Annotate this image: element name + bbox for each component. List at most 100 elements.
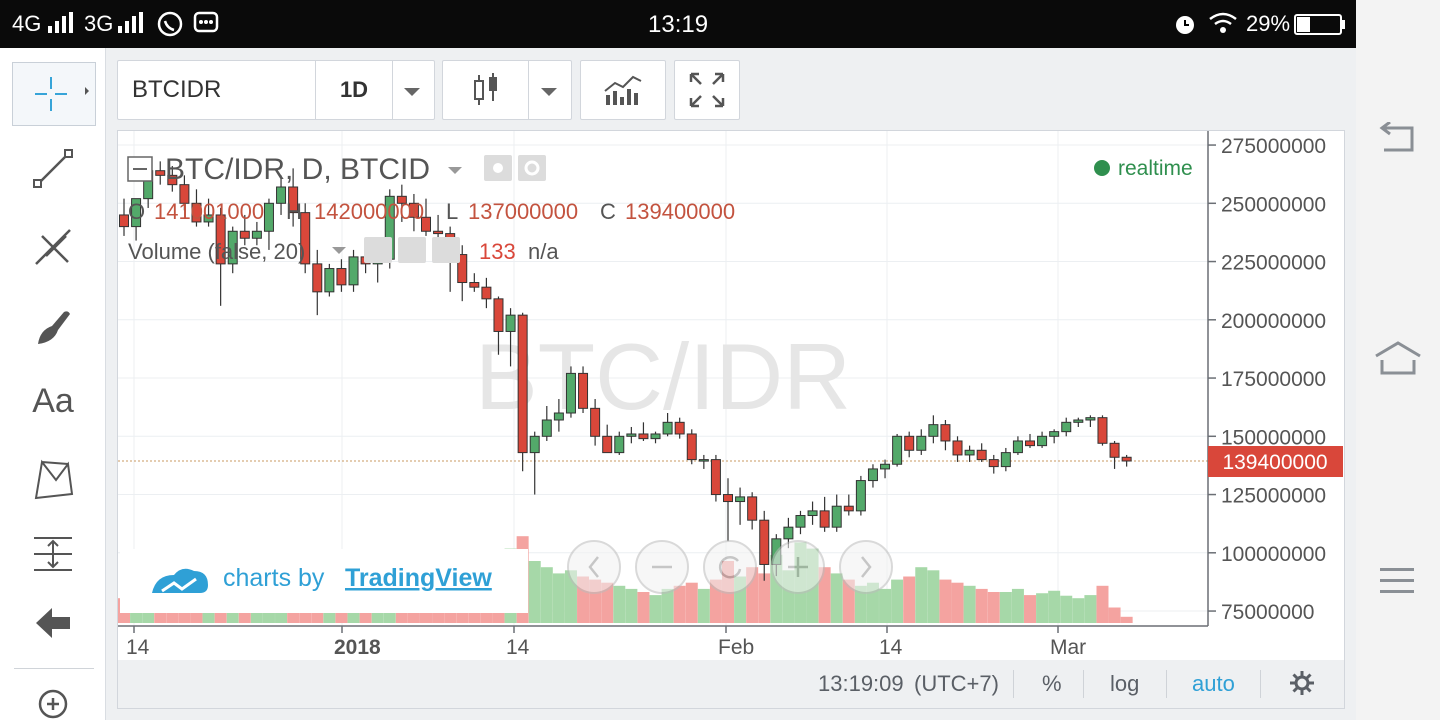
- candle-body: [698, 459, 709, 462]
- brush-tool[interactable]: [12, 294, 94, 356]
- gear-icon[interactable]: [398, 237, 426, 263]
- text-tool[interactable]: Aa: [12, 370, 94, 432]
- chevron-down-icon[interactable]: [332, 247, 346, 254]
- drawing-toolbar: Aa: [0, 48, 106, 720]
- eye-icon[interactable]: [364, 237, 392, 263]
- volume-legend-label: Volume (false, 20): [128, 239, 305, 264]
- reset-button[interactable]: [703, 540, 757, 594]
- time-tick-label: 14: [126, 636, 150, 659]
- candle-body: [795, 515, 806, 528]
- measure-icon: [34, 537, 72, 571]
- pitchfork-tool[interactable]: [12, 216, 94, 278]
- remove-drawings-tool[interactable]: [12, 592, 94, 654]
- crosshair-tool[interactable]: [12, 62, 96, 126]
- interval-dropdown[interactable]: [402, 85, 422, 103]
- candle-body: [348, 256, 359, 286]
- price-chart[interactable]: BTC/IDR 275000000 250000000 225000000 20000…: [108, 120, 1344, 661]
- candle-body: [312, 263, 323, 293]
- fullscreen-icon: [689, 72, 725, 108]
- indicators-button[interactable]: [580, 60, 666, 120]
- volume-bar: [323, 610, 336, 623]
- scroll-left-button[interactable]: [567, 540, 621, 594]
- gear-icon[interactable]: [518, 155, 546, 181]
- close-icon[interactable]: [432, 237, 460, 263]
- volume-bar: [1096, 585, 1109, 623]
- candles-button[interactable]: [471, 71, 501, 114]
- candle-body: [263, 202, 274, 232]
- tradingview-logo-line: [161, 577, 197, 593]
- back-nav-icon[interactable]: [1376, 120, 1420, 161]
- volume-bar: [528, 561, 541, 623]
- volume-bar: [1060, 595, 1073, 623]
- volume-bar: [891, 579, 904, 623]
- menu-nav-icon[interactable]: [1380, 566, 1416, 601]
- volume-bar: [975, 588, 988, 623]
- home-nav-icon[interactable]: [1374, 340, 1422, 381]
- candle-body: [1121, 456, 1132, 462]
- time-tick-label: 14: [879, 636, 903, 659]
- series-title: BTC/IDR, D, BTCID: [165, 153, 430, 186]
- symbol-input[interactable]: BTCIDR: [132, 76, 222, 103]
- volume-bar: [927, 570, 940, 623]
- candle-body: [300, 212, 311, 265]
- volume-bar: [1011, 588, 1024, 623]
- volume-bar: [661, 588, 674, 623]
- candle-body: [928, 424, 939, 437]
- symbol-watermark: BTC/IDR: [475, 324, 851, 429]
- volume-bar: [1084, 595, 1097, 623]
- chart-type-dropdown[interactable]: [539, 85, 559, 103]
- current-price-badge: 139400000: [1222, 451, 1327, 474]
- brush-icon: [38, 311, 70, 344]
- whatsapp-icon: [156, 10, 184, 44]
- candlestick-icon: [474, 73, 497, 105]
- volume-bar: [673, 585, 686, 623]
- branding-name[interactable]: TradingView: [345, 564, 492, 592]
- volume-bar: [1108, 607, 1121, 623]
- messenger-icon: [192, 10, 220, 44]
- chart-pane[interactable]: BTC/IDR 275000000 250000000 225000000 20000…: [108, 120, 1345, 662]
- interval-button[interactable]: 1D: [339, 77, 369, 102]
- candle-body: [227, 230, 238, 265]
- pattern-tool[interactable]: [12, 448, 94, 510]
- volume-bar: [987, 592, 1000, 623]
- volume-bar: [444, 610, 457, 623]
- ohlc-row: O 141001000 H 142000000 L 137000000 C 13…: [128, 199, 735, 224]
- price-tick-label: 175000000: [1221, 368, 1326, 391]
- gear-icon-ring: [524, 160, 540, 176]
- realtime-indicator-dot: [1094, 160, 1110, 176]
- candle-body: [578, 372, 589, 409]
- fullscreen-button[interactable]: [674, 60, 740, 120]
- price-tick-label: 200000000: [1221, 310, 1326, 333]
- zoom-in-tool[interactable]: [12, 680, 94, 724]
- settings-button[interactable]: [1288, 669, 1316, 703]
- candle-body: [1097, 417, 1108, 444]
- chart-footer: 13:19:09 (UTC+7) % log auto: [117, 660, 1345, 709]
- candle-body: [880, 463, 891, 470]
- candle-body: [215, 214, 226, 265]
- volume-bar: [649, 595, 662, 623]
- scroll-right-button[interactable]: [839, 540, 893, 594]
- divider: [392, 61, 393, 119]
- candle-body: [517, 314, 528, 454]
- price-tick-label: 250000000: [1221, 193, 1326, 216]
- percent-scale-button[interactable]: %: [1042, 671, 1062, 696]
- candle-body: [843, 505, 854, 512]
- network-2-label: 3G: [84, 11, 114, 36]
- volume-bar: [999, 592, 1012, 623]
- footer-divider: [1166, 670, 1167, 698]
- footer-timezone[interactable]: (UTC+7): [914, 671, 999, 696]
- chevron-down-icon[interactable]: [448, 167, 462, 174]
- battery-icon: [1294, 14, 1346, 42]
- candle-body: [1000, 452, 1011, 468]
- candle-body: [276, 186, 287, 204]
- measure-tool[interactable]: [12, 524, 94, 586]
- candle-body: [324, 268, 335, 293]
- candle-body: [408, 202, 419, 218]
- volume-bar: [879, 588, 892, 623]
- auto-scale-button[interactable]: auto: [1192, 671, 1235, 696]
- divider: [528, 61, 529, 119]
- log-scale-button[interactable]: log: [1110, 671, 1140, 696]
- candle-body: [590, 407, 601, 437]
- trend-line-tool[interactable]: [12, 138, 94, 200]
- volume-bar: [1048, 590, 1061, 623]
